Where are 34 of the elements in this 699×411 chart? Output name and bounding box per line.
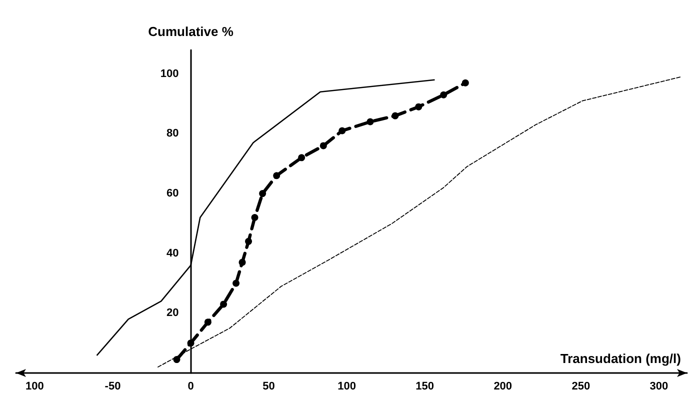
point: [320, 142, 327, 150]
point: [298, 154, 306, 162]
point: [273, 172, 280, 180]
point: [187, 340, 194, 347]
y-tick-label: 80: [166, 128, 179, 140]
x-axis-title: Transudation (mg/l): [560, 351, 681, 366]
x-tick-label: 250: [572, 380, 590, 392]
point: [338, 127, 346, 134]
point: [366, 118, 374, 126]
x-tick-label: 50: [262, 380, 275, 392]
y-tick-label: 40: [166, 247, 179, 260]
point: [245, 238, 252, 245]
x-tick-label: 100: [338, 380, 356, 392]
point: [392, 112, 399, 120]
point: [415, 103, 422, 110]
point: [259, 190, 266, 198]
point: [232, 280, 240, 287]
point: [440, 91, 448, 98]
y-tick-label: 100: [160, 68, 179, 80]
point: [173, 356, 180, 364]
x-tick-label: -50: [104, 380, 121, 392]
x-tick-label: 150: [416, 380, 434, 392]
point: [238, 258, 246, 266]
point: [462, 79, 469, 86]
x-tick-label: 0: [188, 380, 194, 392]
point: [204, 318, 212, 326]
x-tick-label: 100: [26, 380, 44, 392]
x-tick-label: 300: [650, 380, 668, 392]
point: [251, 214, 258, 221]
x-tick-label: 200: [494, 380, 512, 392]
y-axis-title: Cumulative %: [148, 24, 234, 39]
y-tick-label: 20: [166, 307, 179, 320]
y-tick-label: 60: [166, 188, 179, 200]
point: [220, 300, 228, 308]
